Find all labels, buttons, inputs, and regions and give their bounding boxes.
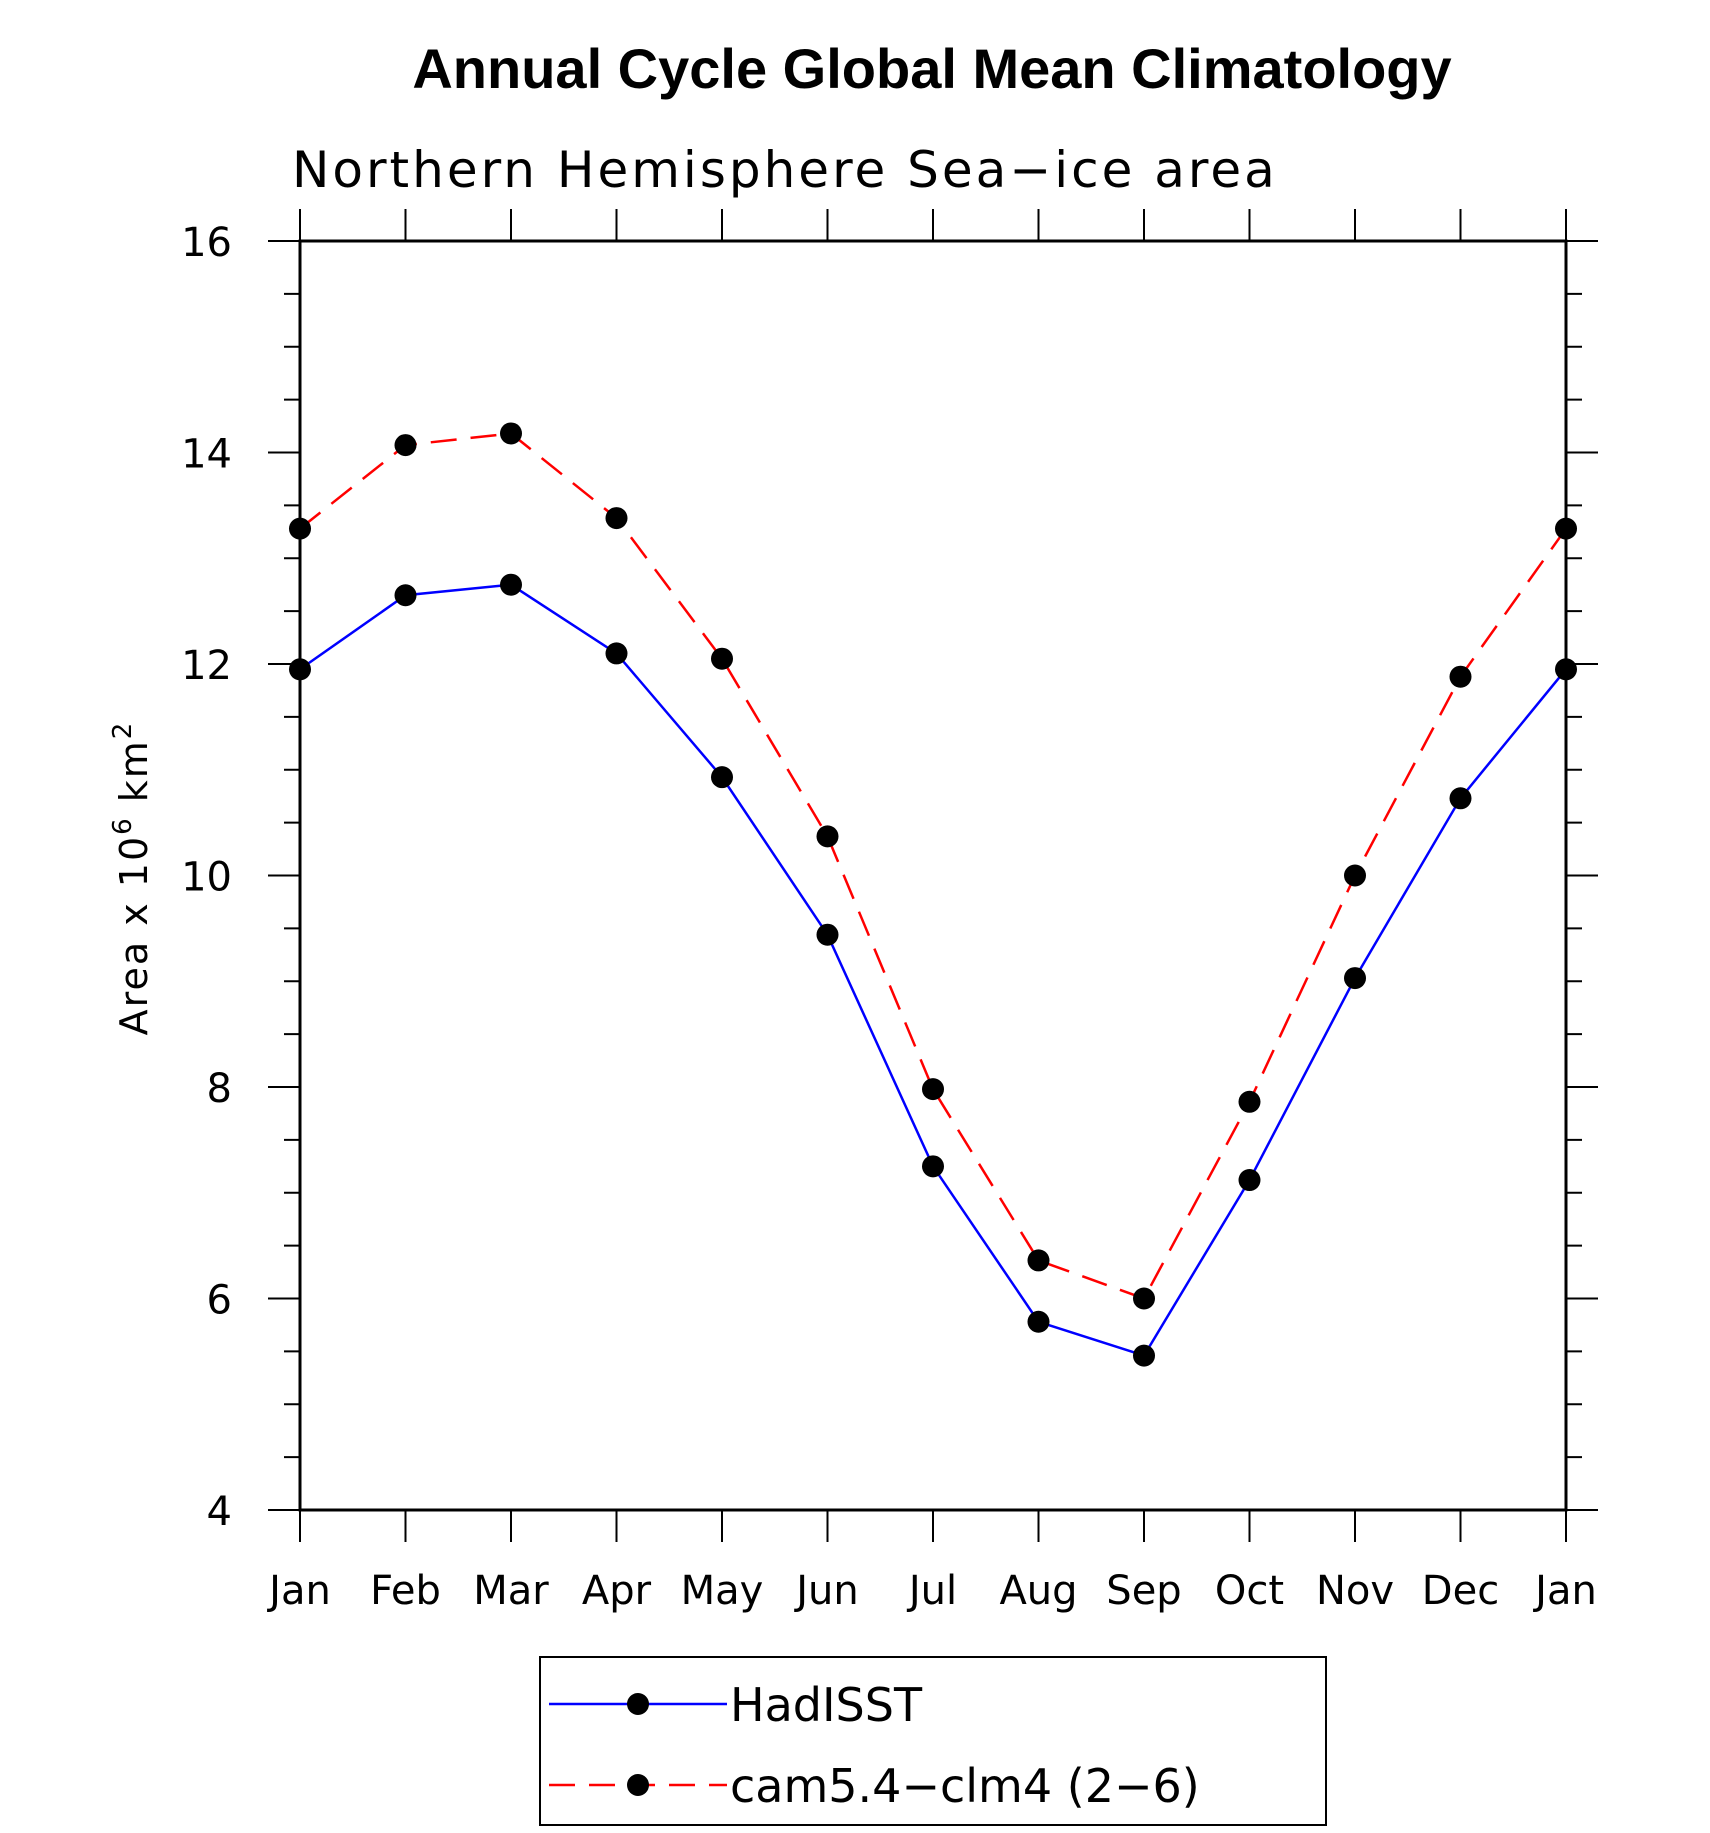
data-point-series-1 <box>711 647 733 670</box>
x-tick-label: Nov <box>1316 1568 1394 1614</box>
data-point-series-1 <box>1238 1090 1261 1113</box>
data-point-series-0 <box>816 923 839 946</box>
data-point-series-1 <box>605 507 628 530</box>
x-tick-label: Dec <box>1422 1568 1499 1614</box>
x-tick-label: Jan <box>266 1568 331 1614</box>
x-tick-label: Jun <box>793 1568 859 1614</box>
y-axis-label-exponent-2: 2 <box>108 721 138 740</box>
series-lines <box>299 432 1568 1358</box>
legend-label-0: HadISST <box>730 1678 923 1732</box>
legend: HadISST cam5.4−clm4 (2−6) <box>539 1656 1327 1826</box>
data-point-series-0 <box>1344 967 1366 990</box>
data-point-series-1 <box>1555 517 1577 540</box>
x-tick-label: Feb <box>370 1568 441 1614</box>
data-point-series-1 <box>1133 1287 1155 1310</box>
y-axis-label-prefix: Area x 10 <box>112 835 156 1035</box>
legend-marker-0 <box>627 1693 649 1715</box>
x-tick-label: Jul <box>906 1568 957 1614</box>
y-axis-label: Area x 106 km2 <box>108 721 156 1036</box>
data-point-series-0 <box>1133 1344 1155 1367</box>
y-axis-label-exponent-1: 6 <box>108 816 138 835</box>
chart-subtitle: Northern Hemisphere Sea−ice area <box>292 141 1278 199</box>
x-tick-label: Mar <box>473 1568 549 1614</box>
y-tick-label: 14 <box>181 432 232 478</box>
y-tick-label: 12 <box>181 643 232 689</box>
legend-marker-1 <box>627 1774 649 1796</box>
data-point-series-0 <box>1449 787 1472 810</box>
y-axis-label-mid: km <box>112 739 156 816</box>
data-point-series-0 <box>394 584 417 607</box>
series-markers <box>289 422 1577 1367</box>
data-point-series-1 <box>1449 665 1472 688</box>
plot-frame <box>298 239 1568 1512</box>
y-tick-label: 4 <box>207 1489 232 1535</box>
data-point-series-0 <box>1238 1169 1261 1192</box>
data-point-series-0 <box>1555 658 1577 681</box>
data-point-series-0 <box>289 658 311 681</box>
data-point-series-1 <box>1344 864 1366 887</box>
x-tick-label: Sep <box>1106 1568 1181 1614</box>
x-tick-label: Oct <box>1215 1568 1284 1614</box>
x-tick-label: May <box>681 1568 764 1614</box>
y-tick-label: 16 <box>181 220 232 266</box>
data-point-series-1 <box>500 422 522 445</box>
data-point-series-0 <box>711 766 733 789</box>
data-point-series-1 <box>922 1078 944 1101</box>
data-point-series-0 <box>1027 1310 1050 1333</box>
data-point-series-1 <box>1027 1249 1050 1272</box>
legend-items: HadISST cam5.4−clm4 (2−6) <box>549 1678 1200 1813</box>
legend-label-1: cam5.4−clm4 (2−6) <box>730 1759 1200 1813</box>
data-point-series-0 <box>922 1155 944 1178</box>
x-tick-label: Apr <box>582 1568 652 1614</box>
chart-title: Annual Cycle Global Mean Climatology <box>412 37 1451 100</box>
axes: 4 6 8 10 12 14 16 Jan Feb Mar Apr May Jun Jul Aug Sep Oc… <box>181 209 1598 1614</box>
data-point-series-1 <box>816 825 839 848</box>
y-tick-label: 10 <box>181 855 232 901</box>
series-line-0 <box>299 583 1567 1358</box>
x-tick-label: Jan <box>1532 1568 1597 1614</box>
x-tick-label: Aug <box>999 1568 1077 1614</box>
data-point-series-0 <box>605 642 628 665</box>
data-point-series-0 <box>500 573 522 596</box>
legend-box <box>539 1656 1327 1826</box>
y-tick-label: 6 <box>207 1278 232 1324</box>
data-point-series-1 <box>394 434 417 457</box>
y-tick-label: 8 <box>207 1066 232 1112</box>
data-point-series-1 <box>289 517 311 540</box>
